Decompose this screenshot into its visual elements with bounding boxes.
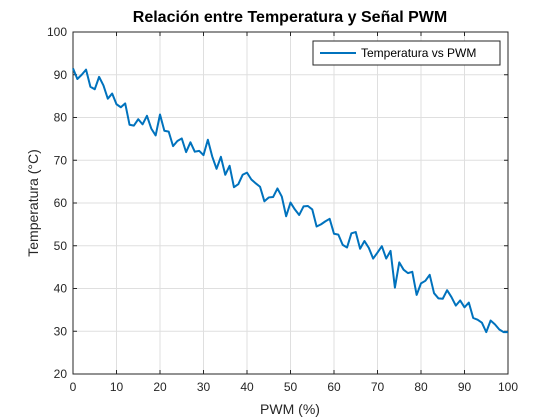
x-tick-label: 70: [371, 380, 385, 394]
y-tick-label: 50: [54, 239, 68, 253]
y-tick-label: 80: [54, 111, 68, 125]
x-axis-title: PWM (%): [260, 401, 320, 417]
y-tick-label: 60: [54, 196, 68, 210]
x-tick-label: 80: [414, 380, 428, 394]
series-layer: [72, 67, 508, 334]
x-tick-label: 60: [327, 380, 341, 394]
y-tick-label: 40: [54, 282, 68, 296]
x-tick-label: 100: [498, 380, 518, 394]
x-tick-label: 20: [153, 380, 167, 394]
y-tick-label: 20: [54, 367, 68, 381]
x-tick-label: 40: [240, 380, 254, 394]
x-tick-label: 30: [197, 380, 211, 394]
legend-label: Temperatura vs PWM: [361, 46, 476, 60]
x-tick-label: 0: [70, 380, 77, 394]
y-axis-title: Temperatura (°C): [25, 149, 41, 257]
ticks: 0 10 20 30 40 50 60 70 80 90 100 20 30 40 50 60 70 80 90 10…: [47, 25, 518, 394]
x-tick-label: 90: [458, 380, 472, 394]
y-tick-label: 90: [54, 68, 68, 82]
series-line: [72, 67, 508, 334]
y-tick-label: 100: [47, 25, 67, 39]
x-tick-label: 50: [284, 380, 298, 394]
chart-title: Relación entre Temperatura y Señal PWM: [133, 9, 447, 26]
y-tick-label: 70: [54, 153, 68, 167]
legend: Temperatura vs PWM: [312, 40, 501, 66]
y-tick-label: 30: [54, 324, 68, 338]
x-tick-label: 10: [110, 380, 124, 394]
